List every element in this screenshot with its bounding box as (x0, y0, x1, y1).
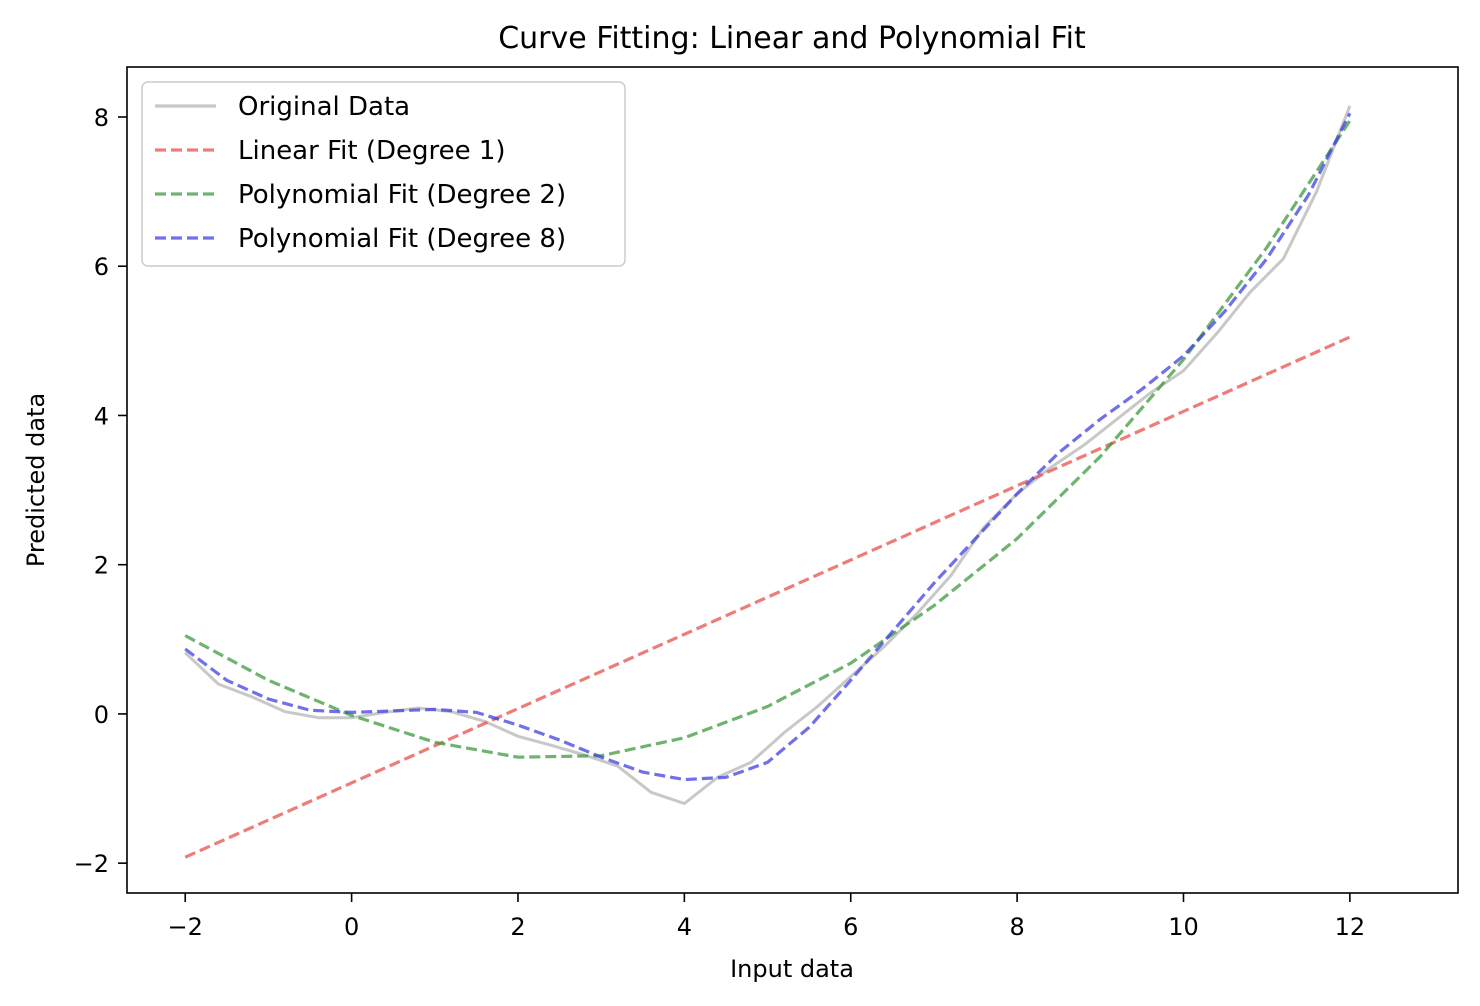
x-tick-label: 2 (510, 913, 525, 941)
x-tick-label: −2 (168, 913, 203, 941)
legend-label-3: Polynomial Fit (Degree 8) (238, 224, 566, 254)
legend-label-0: Original Data (238, 92, 410, 122)
y-tick-label: 6 (94, 253, 109, 281)
y-tick-label: 4 (94, 402, 109, 430)
y-axis-label: Predicted data (22, 393, 50, 567)
x-tick-label: 12 (1335, 913, 1366, 941)
series-line-0 (184, 105, 1352, 805)
y-tick-label: 0 (94, 701, 109, 729)
series-line-2 (184, 119, 1352, 759)
series-line-3 (184, 112, 1352, 782)
legend: Original Data Linear Fit (Degree 1) Polyno… (141, 81, 626, 267)
legend-box (141, 81, 626, 267)
y-tick-label: 8 (94, 104, 109, 132)
x-tick-label: 10 (1168, 913, 1199, 941)
x-tick-label: 6 (843, 913, 858, 941)
x-tick-label: 8 (1009, 913, 1024, 941)
y-axis-ticks: −2 0 2 4 6 8 (74, 104, 127, 878)
x-tick-label: 4 (677, 913, 692, 941)
y-tick-label: −2 (74, 850, 109, 878)
y-tick-label: 2 (94, 552, 109, 580)
legend-label-1: Linear Fit (Degree 1) (238, 136, 506, 166)
x-axis-ticks: −2 0 2 4 6 8 10 12 (168, 893, 1366, 941)
x-tick-label: 0 (344, 913, 359, 941)
x-axis-label: Input data (730, 955, 854, 983)
series-line-1 (184, 335, 1351, 859)
plot-frame (126, 66, 1459, 894)
chart-title: Curve Fitting: Linear and Polynomial Fit (498, 21, 1086, 56)
legend-items: Original Data Linear Fit (Degree 1) Polyno… (155, 92, 566, 254)
legend-label-2: Polynomial Fit (Degree 2) (238, 180, 566, 210)
plot-lines (184, 105, 1352, 859)
